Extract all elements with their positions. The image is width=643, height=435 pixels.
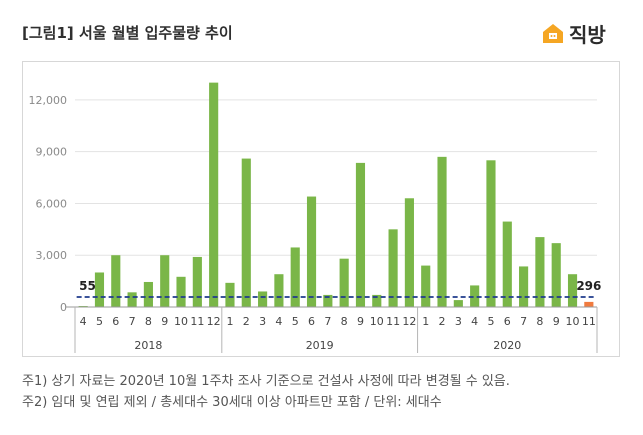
y-tick-label: 6,000 — [36, 197, 68, 210]
y-tick-label: 3,000 — [36, 249, 68, 262]
bar — [372, 294, 382, 307]
x-tick-label: 8 — [536, 315, 543, 328]
x-tick-label: 5 — [292, 315, 299, 328]
x-tick-label: 11 — [386, 315, 400, 328]
x-tick-label: 11 — [582, 315, 596, 328]
chart-title: [그림1] 서울 월별 입주물량 추이 — [22, 24, 233, 42]
logo-text: 직방 — [569, 22, 606, 47]
bar — [111, 255, 121, 307]
x-tick-label: 6 — [112, 315, 119, 328]
x-tick-label: 12 — [207, 315, 221, 328]
x-tick-label: 12 — [402, 315, 416, 328]
x-tick-label: 6 — [504, 315, 511, 328]
x-tick-label: 3 — [259, 315, 266, 328]
bar — [94, 272, 105, 307]
year-label: 2020 — [493, 339, 521, 352]
bar — [290, 247, 300, 307]
house-icon — [543, 24, 563, 43]
bar — [176, 276, 186, 307]
x-tick-label: 1 — [226, 315, 233, 328]
bar — [225, 282, 235, 307]
bar — [388, 229, 398, 307]
bar — [421, 265, 431, 307]
bar — [404, 198, 414, 307]
bar — [355, 162, 366, 307]
bar — [323, 294, 333, 307]
x-tick-label: 1 — [422, 315, 429, 328]
y-tick-label: 12,000 — [29, 94, 68, 107]
bar — [551, 243, 561, 307]
chart-frame: 0 3,000 6,000 9,000 12,000 55 296 4 5 6 7 8 9 10 11 12 1… — [22, 61, 620, 357]
bar — [258, 291, 268, 307]
bar — [502, 221, 512, 307]
bar — [209, 82, 219, 307]
bar — [274, 274, 284, 307]
x-tick-label: 10 — [174, 315, 188, 328]
data-label: 296 — [576, 279, 601, 293]
bar — [453, 300, 463, 307]
bar — [470, 285, 480, 307]
footnote-2: 주2) 임대 및 연립 제외 / 총세대수 30세대 이상 아파트만 포함 / … — [22, 395, 442, 410]
x-tick-label: 8 — [145, 315, 152, 328]
x-tick-label: 5 — [96, 315, 103, 328]
zigbang-logo: 직방 — [541, 18, 606, 48]
x-tick-label: 7 — [520, 315, 527, 328]
x-tick-label: 11 — [190, 315, 204, 328]
year-label: 2019 — [306, 339, 334, 352]
x-tick-label: 4 — [80, 315, 87, 328]
x-tick-label: 4 — [275, 315, 282, 328]
x-tick-label: 5 — [487, 315, 494, 328]
bar — [339, 258, 349, 307]
x-tick-label: 9 — [553, 315, 560, 328]
bar — [127, 292, 137, 307]
year-label: 2018 — [134, 339, 162, 352]
x-tick-label: 4 — [471, 315, 478, 328]
footnotes: 주1) 상기 자료는 2020년 10월 1주차 조사 기준으로 건설사 사정에… — [22, 371, 510, 413]
x-tick-label: 9 — [357, 315, 364, 328]
x-tick-label: 10 — [370, 315, 384, 328]
bar — [535, 237, 545, 307]
bar — [519, 266, 529, 307]
x-tick-label: 6 — [308, 315, 315, 328]
x-tick-label: 7 — [324, 315, 331, 328]
bar — [160, 255, 170, 307]
x-tick-label: 10 — [566, 315, 580, 328]
x-tick-label: 7 — [129, 315, 136, 328]
data-label: 55 — [79, 279, 96, 293]
bar — [567, 274, 578, 307]
x-tick-label: 3 — [455, 315, 462, 328]
bar — [192, 256, 202, 307]
y-tick-label: 0 — [60, 301, 67, 314]
x-tick-label: 2 — [439, 315, 446, 328]
bar — [306, 196, 317, 307]
bar — [584, 301, 594, 307]
x-tick-label: 9 — [161, 315, 168, 328]
bar — [241, 158, 251, 307]
bar — [143, 281, 153, 307]
bar — [437, 156, 447, 307]
y-tick-label: 9,000 — [36, 146, 68, 159]
bar — [486, 160, 496, 307]
x-tick-label: 8 — [341, 315, 348, 328]
x-tick-label: 2 — [243, 315, 250, 328]
footnote-1: 주1) 상기 자료는 2020년 10월 1주차 조사 기준으로 건설사 사정에… — [22, 374, 510, 389]
